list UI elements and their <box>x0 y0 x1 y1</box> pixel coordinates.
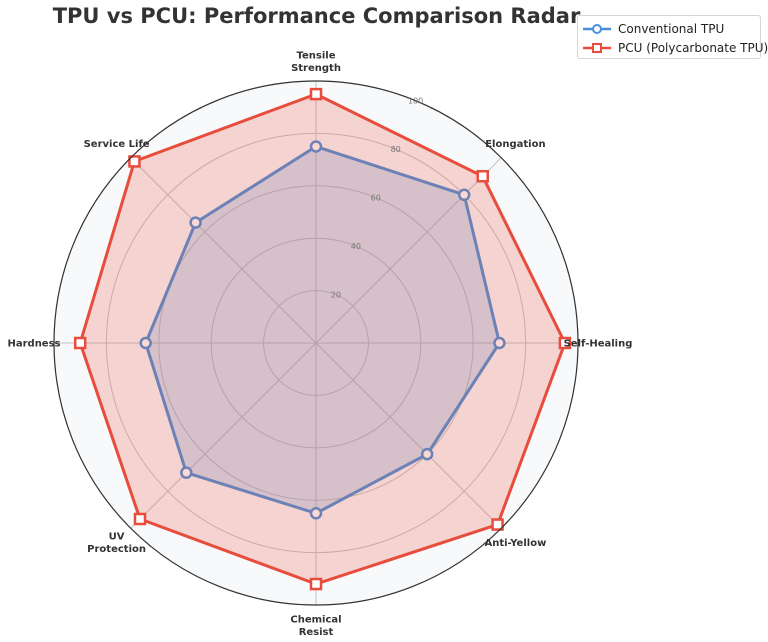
legend-marker-square-icon <box>583 42 611 53</box>
axis-label-1: Tensile Strength <box>291 50 341 74</box>
series-1-point-1 <box>309 140 323 153</box>
spoke-2 <box>315 157 502 344</box>
axis-label-8-line-1: Service Life <box>84 139 150 150</box>
axis-label-5-line-1: Chemical <box>290 614 341 625</box>
legend-item-series-1[interactable]: Conventional TPU <box>578 19 760 38</box>
legend-label-series-1: Conventional TPU <box>618 21 725 36</box>
series-1-point-4 <box>420 447 434 461</box>
axis-label-2: Elongation <box>485 139 545 150</box>
outer-circle <box>53 80 579 606</box>
axis-label-3: Self-Healing <box>564 339 633 350</box>
axis-label-6-line-1: UV <box>109 532 125 543</box>
radial-tick-label-5: 100 <box>408 97 423 106</box>
series-2-point-4 <box>491 518 504 531</box>
axis-label-3-line-1: Self-Healing <box>564 339 633 350</box>
spoke-4 <box>315 342 502 529</box>
axis-label-6-line-2: Protection <box>87 544 146 555</box>
legend-marker-circle-icon <box>583 23 611 34</box>
axis-label-7: Hardness <box>7 339 60 350</box>
radial-tick-label-4: 80 <box>391 145 401 154</box>
axis-label-1-line-2: Strength <box>291 63 341 74</box>
axis-label-4-line-1: Anti-Yellow <box>484 538 546 549</box>
axis-label-1-line-1: Tensile <box>297 50 336 61</box>
series-fill-1 <box>145 146 500 514</box>
axis-label-5: Chemical Resist <box>290 614 341 638</box>
series-1-point-3 <box>493 336 506 350</box>
spoke-8 <box>130 157 317 344</box>
legend-item-series-2[interactable]: PCU (Polycarbonate TPU) <box>578 38 768 57</box>
axis-label-6: UV Protection <box>87 532 146 556</box>
axis-label-8: Service Life <box>84 139 150 150</box>
series-fill-2 <box>80 94 565 584</box>
axis-label-5-line-2: Resist <box>299 627 334 638</box>
series-2-point-1 <box>309 87 323 101</box>
axis-label-2-line-1: Elongation <box>485 139 545 150</box>
series-2-point-5 <box>309 577 323 591</box>
chart-title: TPU vs PCU: Performance Comparison Radar <box>52 4 581 28</box>
series-2-point-7 <box>73 336 87 350</box>
series-1-point-6 <box>180 466 193 479</box>
series-1-point-8 <box>189 216 202 229</box>
legend: Conventional TPU PCU (Polycarbonate TPU) <box>577 15 768 59</box>
radial-tick-label-1: 20 <box>331 291 341 300</box>
axis-label-4: Anti-Yellow <box>484 538 546 549</box>
series-2-point-8 <box>128 155 141 168</box>
series-1-point-5 <box>309 507 323 520</box>
series-2-point-6 <box>133 512 147 526</box>
series-1-point-7 <box>139 336 152 350</box>
legend-label-series-2: PCU (Polycarbonate TPU) <box>618 40 768 55</box>
spoke-6 <box>130 342 317 529</box>
axis-label-7-line-1: Hardness <box>7 339 60 350</box>
radial-tick-label-2: 40 <box>351 242 361 251</box>
series-1-point-2 <box>457 188 471 202</box>
series-2-point-3 <box>558 336 572 350</box>
series-2-point-2 <box>476 170 489 183</box>
radial-tick-label-3: 60 <box>371 194 381 203</box>
